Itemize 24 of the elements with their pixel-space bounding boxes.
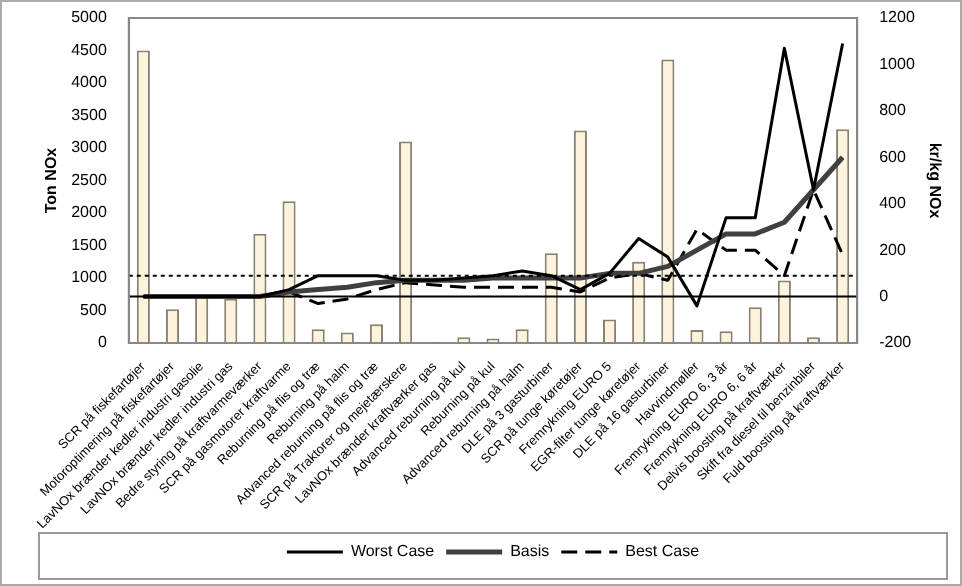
y-tick-label: 5000 bbox=[71, 8, 108, 27]
legend-label: Best Case bbox=[625, 542, 701, 561]
y-tick-label: 500 bbox=[80, 300, 108, 319]
y2-tick-label: 0 bbox=[879, 286, 890, 305]
y2-tick-label: 1000 bbox=[879, 54, 916, 73]
y2-tick-label: 600 bbox=[879, 147, 907, 166]
legend-label: Basis bbox=[510, 542, 550, 561]
y2-tick-label: 400 bbox=[879, 194, 907, 213]
y-tick-label: 3000 bbox=[71, 138, 108, 157]
legend-label: Worst Case bbox=[350, 542, 436, 561]
y-tick-label: 2500 bbox=[71, 170, 108, 189]
y-tick-label: 4500 bbox=[71, 40, 108, 59]
y-tick-label: 1500 bbox=[71, 235, 108, 254]
y-axis-title: Ton NOx bbox=[42, 146, 61, 214]
y-tick-label: 4000 bbox=[71, 73, 108, 92]
y-tick-label: 3500 bbox=[71, 105, 108, 124]
y2-tick-label: -200 bbox=[879, 333, 913, 352]
y2-tick-label: 200 bbox=[879, 240, 907, 259]
y-tick-label: 1000 bbox=[71, 268, 108, 287]
y2-tick-label: 800 bbox=[879, 101, 907, 120]
y2-tick-label: 1200 bbox=[879, 8, 916, 27]
y-tick-label: 2000 bbox=[71, 203, 108, 222]
y2-axis-title: kr/kg NOx bbox=[925, 142, 944, 220]
y-tick-label: 0 bbox=[97, 333, 108, 352]
